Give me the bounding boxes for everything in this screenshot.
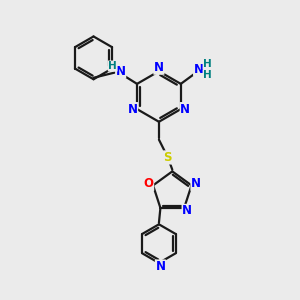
Text: N: N xyxy=(154,61,164,74)
Text: H: H xyxy=(203,59,212,69)
Text: N: N xyxy=(155,260,165,273)
Text: O: O xyxy=(144,177,154,190)
Text: N: N xyxy=(191,177,201,190)
Text: N: N xyxy=(128,103,138,116)
Text: N: N xyxy=(182,204,192,218)
Text: H: H xyxy=(203,70,212,80)
Text: N: N xyxy=(194,62,204,76)
Text: N: N xyxy=(116,64,126,78)
Text: S: S xyxy=(164,151,172,164)
Text: N: N xyxy=(180,103,190,116)
Text: H: H xyxy=(108,61,117,71)
